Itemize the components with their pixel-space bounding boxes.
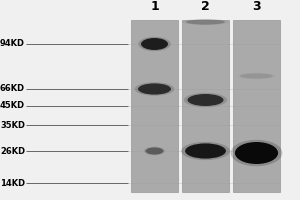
Ellipse shape [188,94,224,106]
Ellipse shape [141,38,168,50]
Ellipse shape [237,73,276,79]
Ellipse shape [138,83,171,95]
Bar [182,20,229,192]
Ellipse shape [138,37,171,51]
Ellipse shape [135,82,174,96]
Ellipse shape [144,147,165,155]
Bar [131,20,178,192]
Bar [233,20,280,192]
Ellipse shape [181,142,230,160]
Text: 45KD: 45KD [0,102,25,110]
Ellipse shape [235,142,278,164]
Ellipse shape [182,19,229,25]
Ellipse shape [240,73,273,79]
Ellipse shape [231,140,282,166]
Ellipse shape [185,143,226,159]
Text: 1: 1 [150,0,159,13]
Ellipse shape [146,147,164,155]
Text: 3: 3 [252,0,261,13]
Text: 2: 2 [201,0,210,13]
Text: 94KD: 94KD [0,40,25,48]
Ellipse shape [186,19,225,25]
Text: 66KD: 66KD [0,84,25,93]
Ellipse shape [184,93,227,107]
Text: 14KD: 14KD [0,178,25,188]
Text: 26KD: 26KD [0,146,25,156]
Text: 35KD: 35KD [0,120,25,130]
